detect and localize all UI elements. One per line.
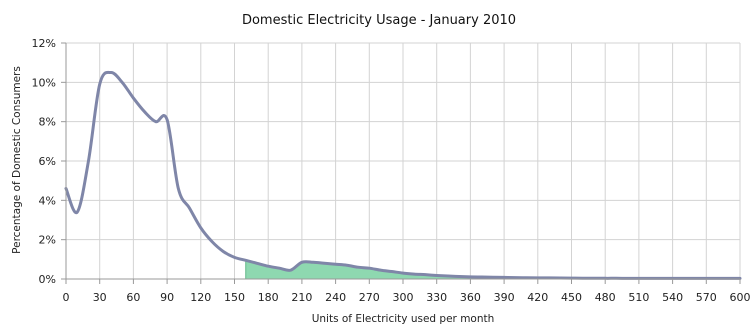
x-tick-label: 330 [426, 291, 447, 304]
x-tick-label: 210 [291, 291, 312, 304]
x-tick-label: 540 [662, 291, 683, 304]
x-tick-label: 570 [696, 291, 717, 304]
x-tick-label: 90 [160, 291, 174, 304]
x-tick-label: 180 [258, 291, 279, 304]
x-tick-label: 390 [494, 291, 515, 304]
y-axis-title: Percentage of Domestic Consumers [11, 66, 23, 254]
x-tick-label: 480 [595, 291, 616, 304]
y-tick-label: 8% [39, 116, 56, 129]
x-tick-label: 420 [527, 291, 548, 304]
axis-layer [61, 42, 741, 284]
x-tick-label: 510 [628, 291, 649, 304]
y-tick-label: 4% [39, 194, 56, 207]
x-tick-label: 600 [730, 291, 751, 304]
x-tick-label: 240 [325, 291, 346, 304]
y-tick-label: 6% [39, 155, 56, 168]
x-tick-label: 360 [460, 291, 481, 304]
y-tick-label: 0% [39, 273, 56, 286]
grid-layer [65, 42, 741, 280]
y-tick-label: 2% [39, 234, 56, 247]
chart-title: Domestic Electricity Usage - January 201… [242, 13, 516, 28]
x-tick-label: 150 [224, 291, 245, 304]
x-tick-label: 0 [63, 291, 70, 304]
x-axis-title: Units of Electricity used per month [312, 313, 495, 325]
x-tick-label: 30 [93, 291, 107, 304]
y-tick-label: 10% [32, 76, 56, 89]
usage-line [64, 70, 742, 280]
x-tick-label: 120 [190, 291, 211, 304]
tick-label-layer: 0 30 60 90 120 150 180 210 240 270 300 330 360 390 420… [32, 37, 751, 304]
x-tick-label: 270 [359, 291, 380, 304]
y-tick-label: 12% [32, 37, 56, 50]
line-layer [64, 70, 742, 280]
x-tick-label: 60 [126, 291, 140, 304]
x-tick-label: 300 [393, 291, 414, 304]
x-tick-label: 450 [561, 291, 582, 304]
